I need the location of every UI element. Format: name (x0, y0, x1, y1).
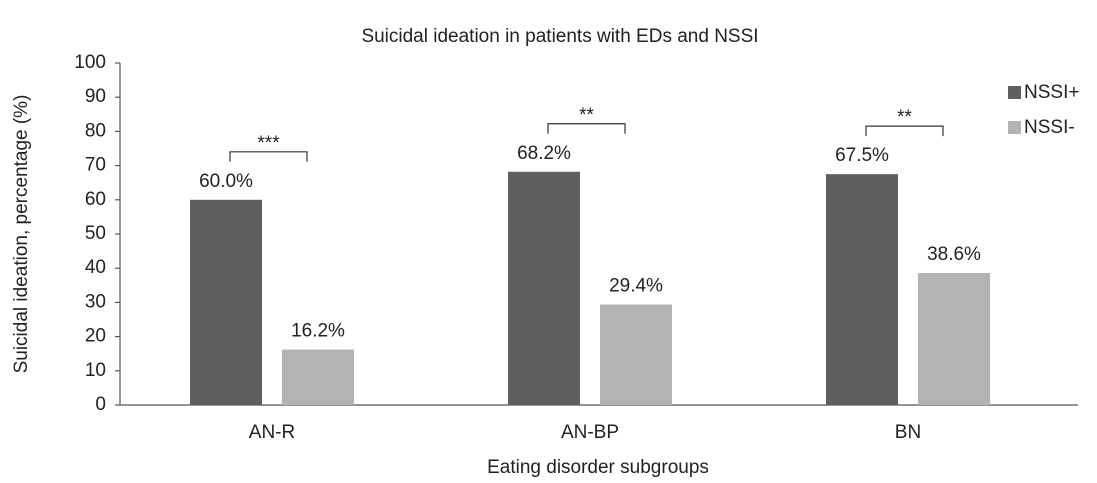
y-tick-label: 50 (85, 223, 106, 244)
value-label: 67.5% (835, 145, 889, 166)
bar (508, 171, 580, 405)
x-tick-label: AN-BP (561, 422, 619, 443)
value-label: 38.6% (927, 244, 981, 265)
significance-label: ** (579, 105, 594, 126)
value-label: 68.2% (517, 143, 571, 164)
y-axis-label: Suicidal ideation, percentage (%) (11, 95, 32, 374)
bar (282, 349, 354, 405)
significance-label: *** (257, 133, 280, 154)
x-tick-label: AN-R (249, 422, 295, 443)
bar (826, 174, 898, 405)
y-tick-label: 20 (85, 326, 106, 347)
legend-swatch (1008, 121, 1021, 134)
y-tick-label: 90 (85, 86, 106, 107)
value-label: 60.0% (199, 171, 253, 192)
y-tick-label: 0 (95, 394, 106, 415)
significance-bracket (547, 123, 626, 134)
significance-bracket (229, 151, 308, 162)
significance-label: ** (897, 107, 912, 128)
y-tick-label: 60 (85, 189, 106, 210)
y-tick-label: 10 (85, 360, 106, 381)
value-label: 29.4% (609, 275, 663, 296)
bar (918, 272, 990, 405)
legend-swatch (1008, 86, 1021, 99)
bar (190, 199, 262, 405)
y-tick-label: 70 (85, 155, 106, 176)
legend-label: NSSI+ (1024, 82, 1079, 103)
bar (600, 304, 672, 405)
chart-title: Suicidal ideation in patients with EDs a… (361, 26, 758, 47)
legend-label: NSSI- (1024, 117, 1075, 138)
y-tick-label: 100 (74, 52, 106, 73)
x-axis-label: Eating disorder subgroups (487, 457, 709, 478)
y-tick-label: 80 (85, 120, 106, 141)
x-tick-label: BN (895, 422, 921, 443)
y-tick-label: 40 (85, 257, 106, 278)
significance-bracket (865, 125, 944, 137)
value-label: 16.2% (291, 321, 345, 342)
y-tick-label: 30 (85, 291, 106, 312)
